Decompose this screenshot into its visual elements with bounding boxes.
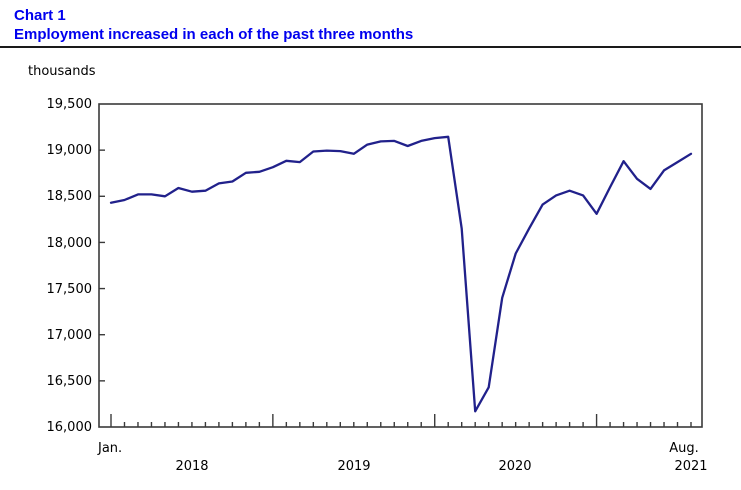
x-first-month-label: Jan. [98, 441, 123, 456]
y-tick-label: 16,500 [46, 374, 93, 389]
x-year-label-2018: 2018 [175, 459, 209, 474]
y-tick-label: 19,500 [46, 97, 93, 112]
x-year-label-2020: 2020 [498, 459, 532, 474]
x-last-month-label: Aug. [669, 441, 699, 456]
y-tick-label: 16,000 [46, 420, 93, 435]
y-axis-unit-label: thousands [28, 64, 96, 79]
chart-title: Employment increased in each of the past… [14, 26, 414, 43]
chart-number: Chart 1 [14, 7, 66, 24]
y-tick-label: 17,000 [46, 328, 93, 343]
y-tick-label: 19,000 [46, 143, 93, 158]
y-tick-label: 17,500 [46, 282, 93, 297]
x-year-label-2021: 2021 [674, 459, 708, 474]
y-tick-label: 18,500 [46, 189, 93, 204]
title-divider [0, 46, 741, 48]
y-tick-label: 18,000 [46, 236, 93, 251]
x-year-label-2019: 2019 [337, 459, 371, 474]
